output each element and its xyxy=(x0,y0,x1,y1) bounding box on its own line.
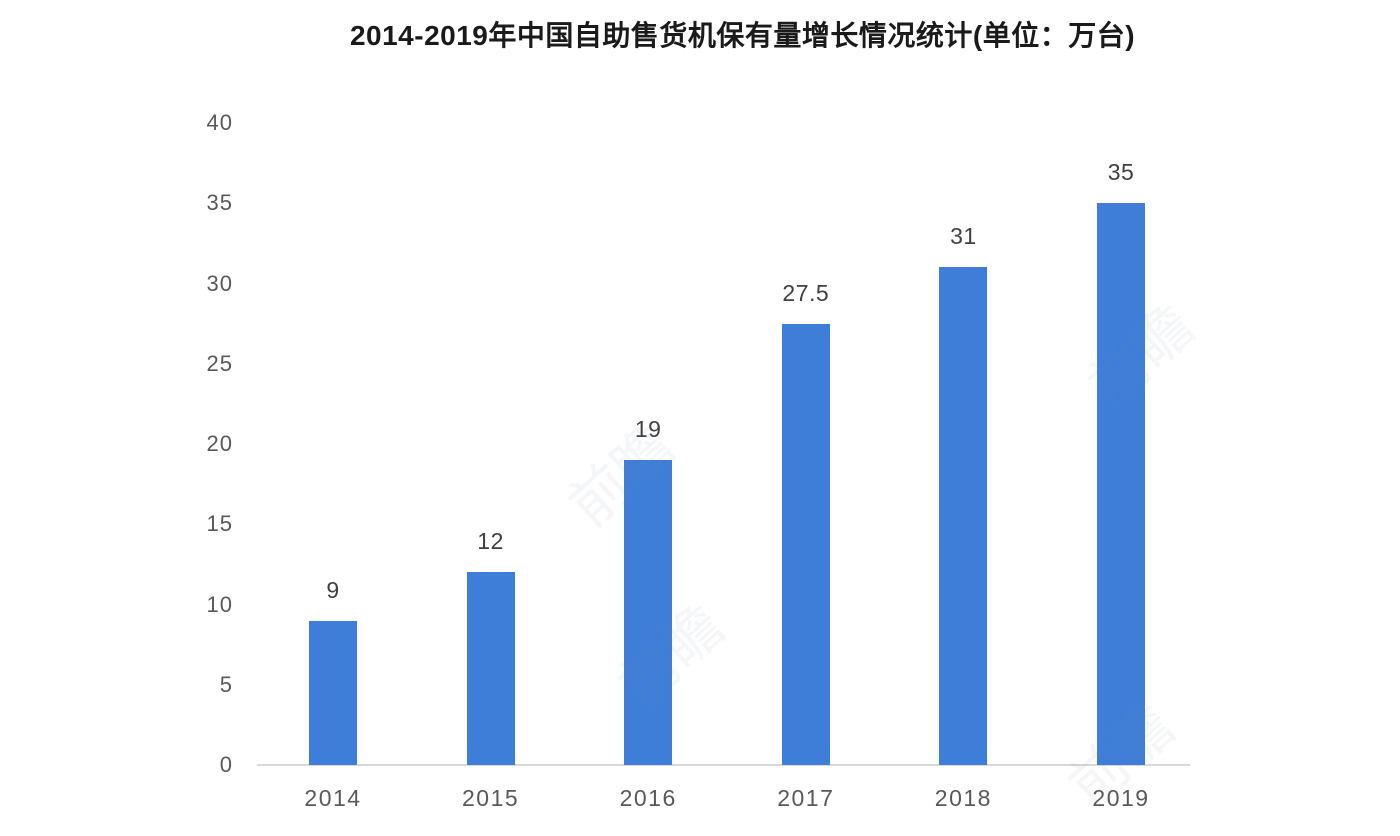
y-tick-label: 5 xyxy=(219,671,233,697)
x-tick-label: 2015 xyxy=(462,785,520,811)
bar-value-label: 31 xyxy=(950,223,977,250)
y-tick-label: 30 xyxy=(206,270,233,296)
y-tick-label: 0 xyxy=(219,752,233,777)
x-tick-label: 2019 xyxy=(1092,785,1150,811)
y-tick-label: 10 xyxy=(206,591,233,617)
y-tick-label: 20 xyxy=(206,431,233,456)
x-tick-label: 2018 xyxy=(934,785,992,811)
bar-2018 xyxy=(939,267,988,765)
y-tick-label: 40 xyxy=(206,110,233,135)
x-axis-line xyxy=(257,764,1190,766)
x-tick-label: 2016 xyxy=(619,785,677,811)
bar-2019 xyxy=(1097,203,1145,765)
y-tick-label: 25 xyxy=(206,350,233,376)
x-tick-label: 2014 xyxy=(304,785,362,811)
bar-2015 xyxy=(466,572,515,765)
bar-value-label: 19 xyxy=(634,416,662,443)
y-tick-label: 35 xyxy=(206,190,233,216)
bar-2014 xyxy=(309,620,357,765)
bar-value-label: 27.5 xyxy=(782,279,830,306)
x-tick-label: 2017 xyxy=(777,785,835,811)
bar-value-label: 12 xyxy=(477,528,504,555)
y-tick-label: 15 xyxy=(206,511,233,537)
bar-value-label: 35 xyxy=(1107,159,1135,186)
bar-2017 xyxy=(781,323,830,765)
bar-value-label: 9 xyxy=(326,576,340,603)
chart-title: 2014-2019年中国自助售货机保有量增长情况统计(单位：万台) xyxy=(349,20,1136,51)
plot-area: 9 2014 12 2015 19 2016 27.5 2017 31 2018 35 2019 xyxy=(257,123,1190,811)
bar-2016 xyxy=(624,460,673,765)
